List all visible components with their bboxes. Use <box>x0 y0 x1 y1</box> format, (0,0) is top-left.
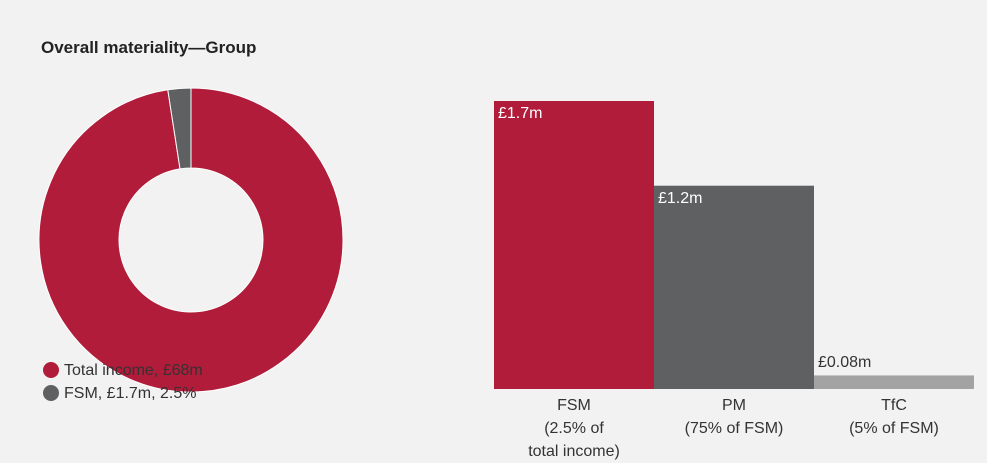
value-label: £0.08m <box>818 354 872 372</box>
value-label: £1.2m <box>658 189 703 207</box>
legend-marker <box>43 362 59 378</box>
x-tick-label: FSM (2.5% of total income) <box>528 397 620 460</box>
donut-slice <box>167 87 192 170</box>
chart-title: Overall materiality—Group <box>41 38 257 57</box>
legend-marker <box>43 385 59 401</box>
bar <box>494 101 654 389</box>
legend-label: FSM, £1.7m, 2.5% <box>64 384 197 402</box>
bar <box>814 375 974 389</box>
bar <box>654 185 814 389</box>
value-label: £1.7m <box>498 105 543 122</box>
x-tick-label: TfC (5% of FSM) <box>849 397 939 437</box>
donut-slice <box>38 87 344 393</box>
legend-label: Total income, £68m <box>64 361 203 379</box>
x-tick-label: PM (75% of FSM) <box>684 397 784 437</box>
